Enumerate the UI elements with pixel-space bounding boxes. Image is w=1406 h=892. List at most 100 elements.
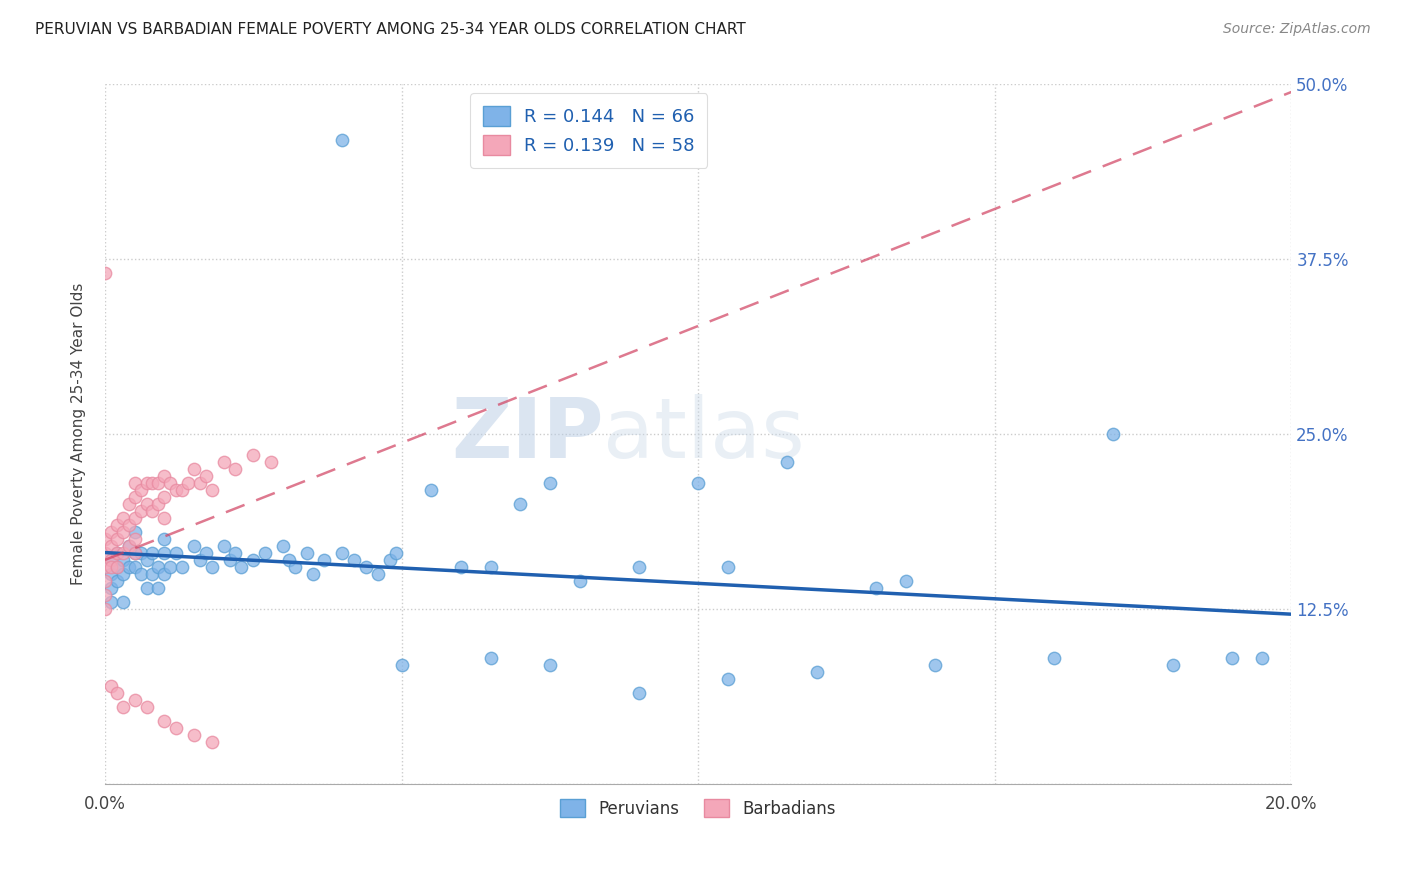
Point xyxy=(124,560,146,574)
Point xyxy=(212,539,235,553)
Point xyxy=(105,686,128,700)
Point xyxy=(260,455,283,469)
Point xyxy=(378,553,401,567)
Point xyxy=(148,581,170,595)
Point xyxy=(94,602,117,616)
Point xyxy=(212,455,235,469)
Point xyxy=(218,553,240,567)
Point xyxy=(201,483,224,497)
Point xyxy=(224,546,246,560)
Point xyxy=(172,560,194,574)
Point xyxy=(135,581,157,595)
Point xyxy=(105,532,128,546)
Point xyxy=(295,546,318,560)
Point xyxy=(124,546,146,560)
Point xyxy=(148,560,170,574)
Point xyxy=(1161,657,1184,672)
Point xyxy=(314,553,336,567)
Point xyxy=(224,462,246,476)
Point xyxy=(124,511,146,525)
Point xyxy=(330,133,353,147)
Point xyxy=(118,539,141,553)
Point xyxy=(924,657,946,672)
Point xyxy=(153,546,176,560)
Point xyxy=(177,476,200,491)
Point xyxy=(124,524,146,539)
Point xyxy=(100,566,122,581)
Point xyxy=(894,574,917,588)
Point xyxy=(100,524,122,539)
Point xyxy=(111,546,134,560)
Text: ZIP: ZIP xyxy=(451,393,603,475)
Point xyxy=(384,546,406,560)
Point xyxy=(148,497,170,511)
Point xyxy=(159,476,181,491)
Point xyxy=(153,511,176,525)
Point xyxy=(124,490,146,504)
Point xyxy=(284,560,307,574)
Point xyxy=(420,483,443,497)
Point xyxy=(141,476,163,491)
Point xyxy=(367,566,389,581)
Point xyxy=(111,553,134,567)
Point xyxy=(100,679,122,693)
Point xyxy=(129,566,152,581)
Point xyxy=(105,518,128,533)
Point xyxy=(118,560,141,574)
Point xyxy=(124,546,146,560)
Point xyxy=(183,728,205,742)
Text: PERUVIAN VS BARBADIAN FEMALE POVERTY AMONG 25-34 YEAR OLDS CORRELATION CHART: PERUVIAN VS BARBADIAN FEMALE POVERTY AMO… xyxy=(35,22,747,37)
Point xyxy=(105,546,128,560)
Point xyxy=(165,546,187,560)
Point xyxy=(277,553,299,567)
Point xyxy=(153,490,176,504)
Point xyxy=(391,657,413,672)
Point xyxy=(627,560,650,574)
Point xyxy=(135,497,157,511)
Point xyxy=(188,553,211,567)
Point xyxy=(627,686,650,700)
Point xyxy=(509,497,531,511)
Point xyxy=(94,588,117,602)
Point xyxy=(129,546,152,560)
Point xyxy=(776,455,799,469)
Point xyxy=(111,595,134,609)
Point xyxy=(118,497,141,511)
Point xyxy=(159,560,181,574)
Point xyxy=(100,560,122,574)
Point xyxy=(129,483,152,497)
Point xyxy=(568,574,591,588)
Point xyxy=(343,553,366,567)
Point xyxy=(118,518,141,533)
Point xyxy=(124,476,146,491)
Y-axis label: Female Poverty Among 25-34 Year Olds: Female Poverty Among 25-34 Year Olds xyxy=(72,283,86,585)
Point xyxy=(165,483,187,497)
Point xyxy=(153,714,176,728)
Point xyxy=(806,665,828,679)
Text: Source: ZipAtlas.com: Source: ZipAtlas.com xyxy=(1223,22,1371,37)
Point xyxy=(354,560,377,574)
Point xyxy=(153,532,176,546)
Point xyxy=(194,469,217,483)
Point xyxy=(153,469,176,483)
Point xyxy=(479,651,502,665)
Point xyxy=(111,511,134,525)
Point xyxy=(100,553,122,567)
Point xyxy=(254,546,277,560)
Point xyxy=(100,595,122,609)
Point xyxy=(141,566,163,581)
Point xyxy=(1250,651,1272,665)
Point xyxy=(1102,427,1125,442)
Point xyxy=(100,539,122,553)
Point xyxy=(231,560,253,574)
Point xyxy=(188,476,211,491)
Point xyxy=(688,476,710,491)
Point xyxy=(118,539,141,553)
Point xyxy=(1220,651,1243,665)
Point xyxy=(135,553,157,567)
Point xyxy=(183,462,205,476)
Point xyxy=(538,657,561,672)
Point xyxy=(111,566,134,581)
Point xyxy=(94,532,117,546)
Point xyxy=(129,504,152,518)
